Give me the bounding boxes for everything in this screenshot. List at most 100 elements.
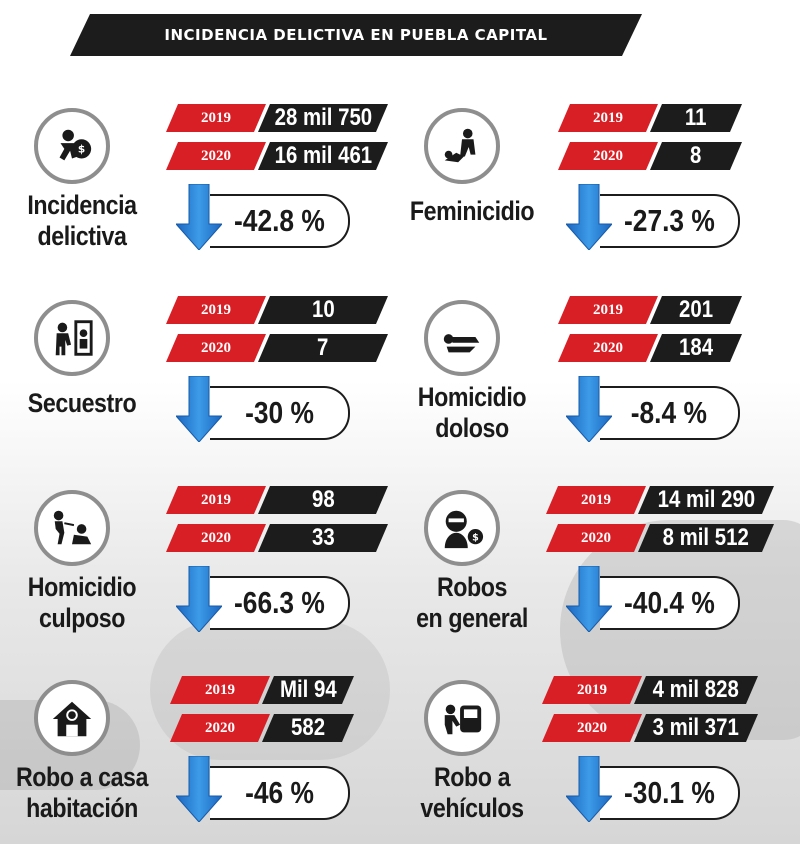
category-label: Homicidio culposo	[0, 572, 177, 634]
value-2019: 14 mil 290	[638, 486, 774, 514]
category-label: Incidencia delictiva	[0, 190, 177, 252]
change-percent: -42.8 %	[233, 203, 325, 238]
value-2019: 98	[258, 486, 388, 514]
year-label-2019: 2019	[558, 104, 658, 132]
change-percent-box: -42.8 %	[210, 194, 350, 248]
change-percent-box: -30.1 %	[600, 766, 740, 820]
value-2019: 28 mil 750	[258, 104, 388, 132]
change-percent: -27.3 %	[623, 203, 715, 238]
down-arrow-icon	[566, 756, 612, 822]
value-2020: 8 mil 512	[638, 524, 774, 552]
down-arrow-icon	[566, 184, 612, 250]
category-label-line: Robo a casa	[15, 762, 149, 792]
icon-badge	[424, 300, 500, 376]
year-label-2019: 2019	[558, 296, 658, 324]
category-label: Feminicidio	[377, 196, 566, 227]
year-label-2020: 2020	[166, 142, 266, 170]
year-label-2020: 2020	[558, 334, 658, 362]
category-label-line: Robo a	[433, 762, 511, 792]
year-label-2020: 2020	[546, 524, 646, 552]
category-label-line: doloso	[435, 413, 509, 443]
icon-badge: $	[34, 108, 110, 184]
svg-text:$: $	[472, 532, 479, 543]
value-text: 33	[311, 524, 335, 551]
change-percent: -66.3 %	[233, 585, 325, 620]
value-text: 8 mil 512	[662, 524, 750, 551]
value-text: 582	[290, 714, 326, 741]
change-percent-box: -66.3 %	[210, 576, 350, 630]
category-label-line: habitación	[26, 793, 138, 823]
year-label-2020: 2020	[542, 714, 642, 742]
category-label-line: Homicidio	[27, 572, 137, 602]
change-percent-box: -27.3 %	[600, 194, 740, 248]
year-label-2020: 2020	[558, 142, 658, 170]
down-arrow-icon	[566, 566, 612, 632]
down-arrow-icon	[176, 756, 222, 822]
year-label-2019: 2019	[166, 486, 266, 514]
value-2020: 7	[258, 334, 388, 362]
change-percent-box: -30 %	[210, 386, 350, 440]
value-text: 14 mil 290	[657, 486, 755, 513]
value-text: 4 mil 828	[652, 676, 740, 703]
assault-on-woman-icon	[444, 128, 476, 163]
down-arrow-icon	[176, 184, 222, 250]
value-2019: 11	[650, 104, 742, 132]
change-percent: -40.4 %	[623, 585, 715, 620]
down-arrow-icon	[176, 566, 222, 632]
year-label-2019: 2019	[170, 676, 270, 704]
down-arrow-icon	[176, 376, 222, 442]
year-label-2020: 2020	[170, 714, 270, 742]
house-burglar-icon	[52, 701, 92, 737]
category-label-line: Feminicidio	[409, 196, 535, 226]
year-label-2019: 2019	[166, 104, 266, 132]
kidnapping-icon	[55, 320, 93, 356]
category-label: Homicidio doloso	[377, 382, 566, 444]
category-label-line: en general	[416, 603, 528, 633]
category-label-line: Homicidio	[417, 382, 527, 412]
value-text: 3 mil 371	[652, 714, 740, 741]
category-label-line: delictiva	[37, 221, 127, 251]
value-text: 98	[311, 486, 335, 513]
value-2019: Mil 94	[262, 676, 354, 704]
value-2020: 33	[258, 524, 388, 552]
thief-with-money-bag-icon: $	[59, 129, 92, 161]
value-2019: 201	[650, 296, 742, 324]
category-label: Secuestro	[0, 388, 177, 419]
change-percent-box: -40.4 %	[600, 576, 740, 630]
year-label-2019: 2019	[546, 486, 646, 514]
value-text: 201	[678, 296, 714, 323]
page-title: INCIDENCIA DELICTIVA EN PUEBLA CAPITAL	[164, 26, 548, 44]
change-percent-box: -8.4 %	[600, 386, 740, 440]
icon-badge	[424, 108, 500, 184]
value-2019: 4 mil 828	[634, 676, 758, 704]
category-label-line: Secuestro	[27, 388, 137, 418]
down-arrow-icon	[566, 376, 612, 442]
year-label-2020: 2020	[166, 524, 266, 552]
category-label: Robos en general	[377, 572, 566, 634]
body-on-ground-icon	[443, 334, 480, 353]
year-label-2019: 2019	[166, 296, 266, 324]
change-percent-box: -46 %	[210, 766, 350, 820]
change-percent: -46 %	[244, 775, 314, 810]
value-text: 7	[317, 334, 329, 361]
category-label-line: Incidencia	[27, 190, 137, 220]
masked-robber-icon: $	[444, 510, 484, 549]
value-2020: 184	[650, 334, 742, 362]
change-percent: -30 %	[244, 395, 314, 430]
value-text: 28 mil 750	[274, 104, 372, 131]
value-text: 11	[685, 104, 707, 131]
icon-badge: $	[424, 490, 500, 566]
value-text: 184	[678, 334, 714, 361]
value-2020: 3 mil 371	[634, 714, 758, 742]
value-2019: 10	[258, 296, 388, 324]
year-label-2019: 2019	[542, 676, 642, 704]
category-label-line: vehículos	[420, 793, 524, 823]
value-text: 8	[690, 142, 702, 169]
year-label-2020: 2020	[166, 334, 266, 362]
change-percent: -30.1 %	[623, 775, 715, 810]
value-2020: 8	[650, 142, 742, 170]
icon-badge	[34, 680, 110, 756]
title-banner: INCIDENCIA DELICTIVA EN PUEBLA CAPITAL	[70, 14, 642, 56]
icon-badge	[424, 680, 500, 756]
category-label-line: Robos	[436, 572, 508, 602]
